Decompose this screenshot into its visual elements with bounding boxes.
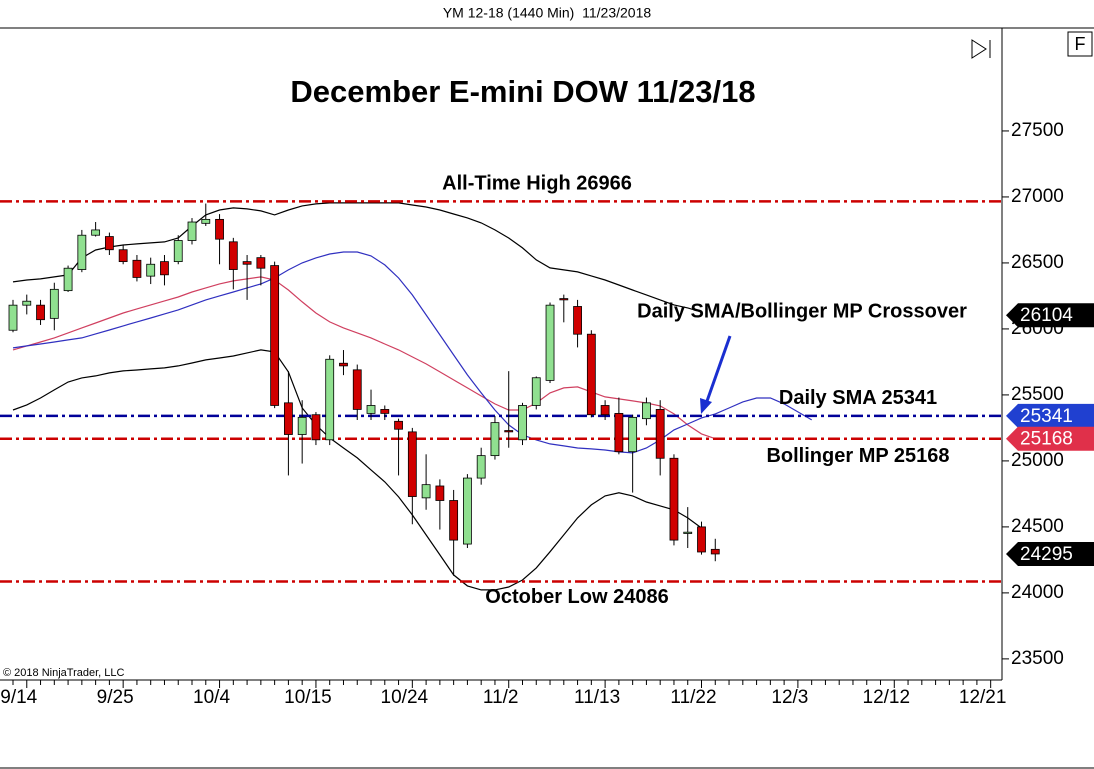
x-tick-label: 12/21 — [959, 687, 1007, 708]
level-label: All-Time High 26966 — [442, 173, 632, 195]
x-tick-label: 9/25 — [97, 687, 134, 708]
candle-body — [325, 358, 335, 441]
y-tick-label: 26500 — [1011, 252, 1064, 273]
candle-body — [697, 526, 706, 553]
overlay-line — [12, 251, 813, 454]
x-tick-label: 12/3 — [771, 687, 808, 708]
candle-body — [380, 409, 390, 414]
y-tick-label: 25000 — [1011, 450, 1064, 471]
candle-body — [628, 416, 638, 453]
candle-body — [545, 304, 555, 381]
price-marker — [1006, 303, 1094, 328]
price-marker-label: 25168 — [1020, 429, 1073, 450]
candle-body — [366, 405, 376, 414]
candle-body — [559, 298, 569, 301]
y-tick-label: 23500 — [1011, 648, 1064, 669]
candle-body — [215, 218, 224, 240]
candle-body — [187, 221, 197, 241]
copyright: © 2018 NinjaTrader, LLC — [3, 667, 124, 679]
scroll-end-button[interactable] — [971, 39, 991, 59]
x-tick-label: 11/22 — [670, 687, 716, 708]
x-tick-label: 11/2 — [483, 687, 519, 708]
x-tick-label: 10/24 — [381, 687, 429, 708]
candle-body — [710, 548, 720, 555]
candle-body — [449, 500, 459, 541]
candle-body — [614, 412, 624, 453]
candle-body — [283, 402, 293, 435]
candle-body — [490, 422, 500, 457]
candle-body — [476, 455, 486, 479]
candle-body — [242, 261, 252, 265]
x-tick-label: 10/15 — [284, 687, 332, 708]
overlay-line — [12, 349, 702, 591]
candle-body — [407, 431, 417, 497]
f-button[interactable] — [1067, 31, 1093, 57]
price-marker-label: 26104 — [1020, 305, 1073, 326]
candle-body — [270, 265, 280, 406]
x-tick-label: 10/4 — [193, 687, 230, 708]
candle-body — [104, 236, 114, 251]
candle-body — [683, 531, 693, 534]
candle-body — [339, 362, 348, 367]
candle-body — [36, 304, 45, 321]
candle-body — [311, 414, 321, 441]
candle-body — [421, 484, 431, 499]
y-tick-label: 24500 — [1011, 516, 1064, 537]
candle-body — [22, 300, 32, 306]
y-tick-label: 24000 — [1011, 582, 1064, 603]
candle-body — [669, 457, 679, 541]
candle-body — [77, 234, 87, 270]
candle-body — [463, 477, 472, 545]
candle-body — [118, 249, 128, 263]
candle-body — [435, 485, 445, 501]
overlay-line — [12, 202, 702, 313]
x-tick-label: 12/12 — [863, 687, 911, 708]
candle-body — [91, 229, 101, 236]
candle-body — [228, 241, 238, 270]
candle-body — [173, 240, 183, 263]
annotation-arrowhead — [700, 398, 712, 414]
candle-body — [160, 261, 169, 276]
x-tick-label: 11/13 — [574, 687, 620, 708]
candle-body — [146, 263, 156, 277]
y-tick-label: 27000 — [1011, 186, 1064, 207]
level-label: Bollinger MP 25168 — [766, 445, 949, 467]
annotation-arrow — [704, 335, 732, 405]
candle-body — [642, 402, 651, 420]
price-marker-label: 24295 — [1020, 544, 1073, 565]
x-tick-label: 9/14 — [0, 687, 37, 708]
candle-body — [586, 333, 596, 416]
candle-body — [132, 259, 142, 278]
candle-body — [297, 416, 307, 435]
candle-body — [201, 218, 211, 224]
price-marker-label: 25341 — [1020, 406, 1073, 427]
candle-body — [394, 420, 403, 430]
candle-body — [63, 267, 73, 292]
overlay-line — [12, 276, 716, 440]
y-tick-label: 27500 — [1011, 120, 1064, 141]
chart-header: YM 12-18 (1440 Min) 11/23/2018 — [443, 5, 652, 21]
f-button-label[interactable]: F — [1075, 34, 1086, 54]
candle-body — [518, 405, 527, 441]
price-marker — [1006, 541, 1094, 566]
candle-body — [49, 288, 59, 319]
annotation: Daily SMA/Bollinger MP Crossover — [637, 300, 967, 322]
candle-body — [504, 430, 514, 433]
candle-body — [352, 369, 362, 410]
candle-body — [655, 409, 665, 459]
price-marker — [1006, 403, 1094, 428]
y-tick-label: 25500 — [1011, 384, 1064, 405]
candle-body — [8, 304, 18, 331]
level-label: October Low 24086 — [485, 586, 668, 608]
candle-body — [573, 306, 582, 335]
candle-body — [256, 257, 266, 269]
scroll-icon — [971, 39, 987, 59]
price-marker — [1006, 426, 1094, 451]
candle-body — [600, 405, 610, 416]
level-label: Daily SMA 25341 — [779, 387, 937, 409]
chart-title: December E-mini DOW 11/23/18 — [290, 74, 755, 109]
candle-body — [531, 377, 541, 406]
